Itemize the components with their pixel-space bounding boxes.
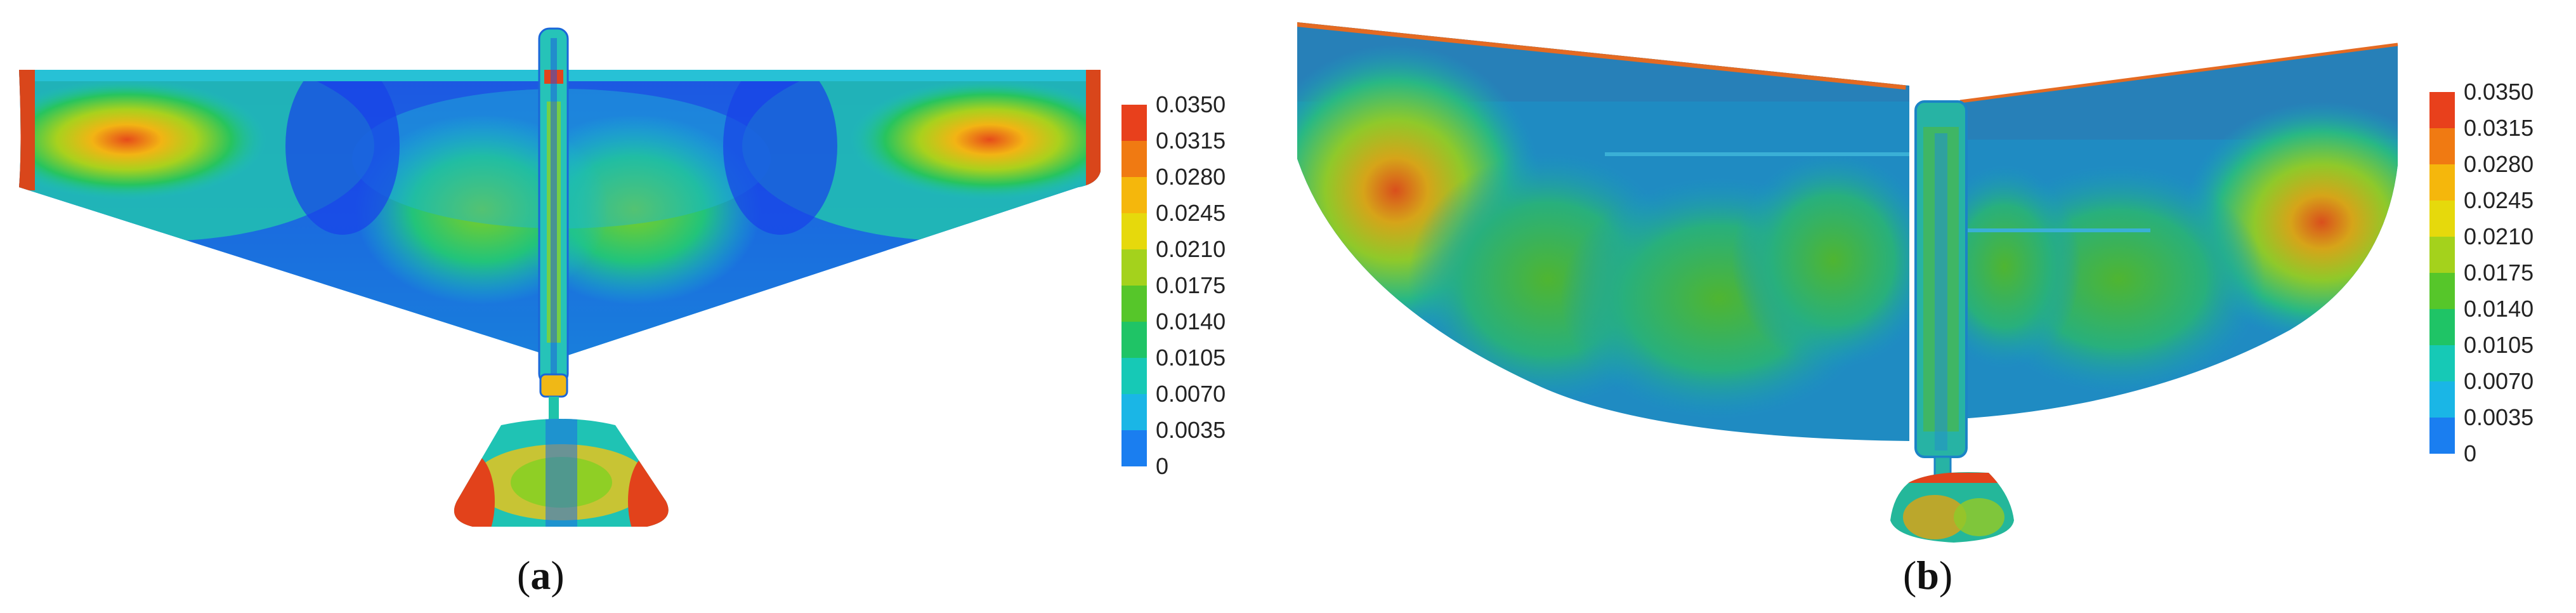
colorbar-swatch — [1121, 394, 1147, 430]
caption-b: (b) — [1903, 552, 1952, 599]
fuselage-a — [538, 27, 569, 428]
colorbar-tick-label: 0 — [2464, 440, 2477, 466]
colorbar-tick-label: 0.0140 — [2464, 296, 2534, 322]
colorbar-tick-label: 0.0315 — [1156, 128, 1226, 154]
colorbar-tick-label: 0.0070 — [2464, 368, 2534, 394]
caption-close: ) — [551, 553, 565, 598]
colorbar-tick-label: 0 — [1156, 453, 1169, 479]
caption-letter: a — [530, 553, 551, 598]
panel-a: 0.0350 0.0315 0.0280 0.0245 0.0210 0.017… — [0, 0, 1243, 613]
colorbar-swatch — [2429, 164, 2455, 201]
colorbar-swatch — [2429, 273, 2455, 309]
colorbar-tick-label: 0.0245 — [2464, 187, 2534, 213]
colorbar-swatch — [1121, 358, 1147, 394]
colorbar-tick-label: 0.0035 — [1156, 417, 1226, 443]
panel-b: 0.0350 0.0315 0.0280 0.0245 0.0210 0.017… — [1275, 0, 2576, 613]
colorbar-tick-label: 0.0210 — [2464, 223, 2534, 249]
caption-open: ( — [517, 553, 531, 598]
caption-letter: b — [1916, 553, 1939, 598]
colorbar-tick-label: 0.0350 — [2464, 79, 2534, 105]
colorbar-swatch — [1121, 249, 1147, 286]
colorbar-swatch — [2429, 309, 2455, 345]
colorbar-swatch — [2429, 201, 2455, 237]
colorbar-tick-label: 0.0105 — [2464, 332, 2534, 358]
colorbar-tick-label: 0.0315 — [2464, 115, 2534, 141]
colorbar-swatch — [2429, 128, 2455, 164]
tail-b — [1890, 472, 2014, 543]
contour-plot-top-view — [19, 27, 1101, 527]
colorbar-swatch — [2429, 345, 2455, 381]
colorbar-tick-label: 0.0280 — [2464, 151, 2534, 177]
colorbar-tick-label: 0.0070 — [1156, 381, 1226, 407]
right-wing-b — [1959, 43, 2398, 419]
colorbar-tick-label: 0.0105 — [1156, 345, 1226, 371]
colorbar-swatch — [2429, 92, 2455, 128]
left-wing-b — [1297, 22, 1909, 441]
colorbar-tick-label: 0.0350 — [1156, 91, 1226, 117]
colorbar-tick-label: 0.0035 — [2464, 404, 2534, 430]
caption-close: ) — [1939, 553, 1953, 598]
colorbar-swatch — [1121, 105, 1147, 141]
contour-plot-perspective-view — [1297, 22, 2398, 543]
colorbar-tick-label: 0.0175 — [1156, 272, 1226, 298]
colorbar-swatch — [1121, 322, 1147, 358]
tail-a — [454, 419, 669, 527]
caption-a: (a) — [517, 552, 565, 599]
colorbar-tick-label: 0.0175 — [2464, 260, 2534, 286]
colorbar-tick-label: 0.0280 — [1156, 164, 1226, 190]
caption-open: ( — [1903, 553, 1917, 598]
colorbar-swatch — [1121, 430, 1147, 466]
fuselage-b — [1914, 100, 1968, 490]
colorbar-tick-label: 0.0140 — [1156, 308, 1226, 334]
colorbar-swatch — [2429, 381, 2455, 418]
colorbar-tick-label: 0.0210 — [1156, 236, 1226, 262]
colorbar-tick-label: 0.0245 — [1156, 200, 1226, 226]
wing-a — [19, 70, 1101, 359]
colorbar-swatch — [1121, 141, 1147, 177]
colorbar-swatch — [1121, 286, 1147, 322]
colorbar-swatch — [2429, 237, 2455, 273]
colorbar-swatch — [2429, 418, 2455, 454]
colorbar-swatch — [1121, 213, 1147, 249]
colorbar-swatch — [1121, 177, 1147, 213]
